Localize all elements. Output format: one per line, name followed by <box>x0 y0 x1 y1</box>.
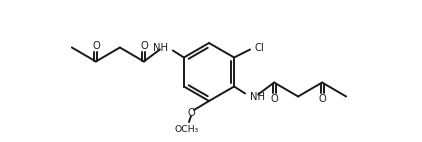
Text: NH: NH <box>153 42 168 53</box>
Text: O: O <box>270 93 278 104</box>
Text: OCH₃: OCH₃ <box>175 125 199 133</box>
Text: O: O <box>92 40 100 51</box>
Text: O: O <box>318 93 326 104</box>
Text: O: O <box>187 108 195 118</box>
Text: Cl: Cl <box>254 42 264 53</box>
Text: NH: NH <box>250 91 265 102</box>
Text: O: O <box>140 40 148 51</box>
